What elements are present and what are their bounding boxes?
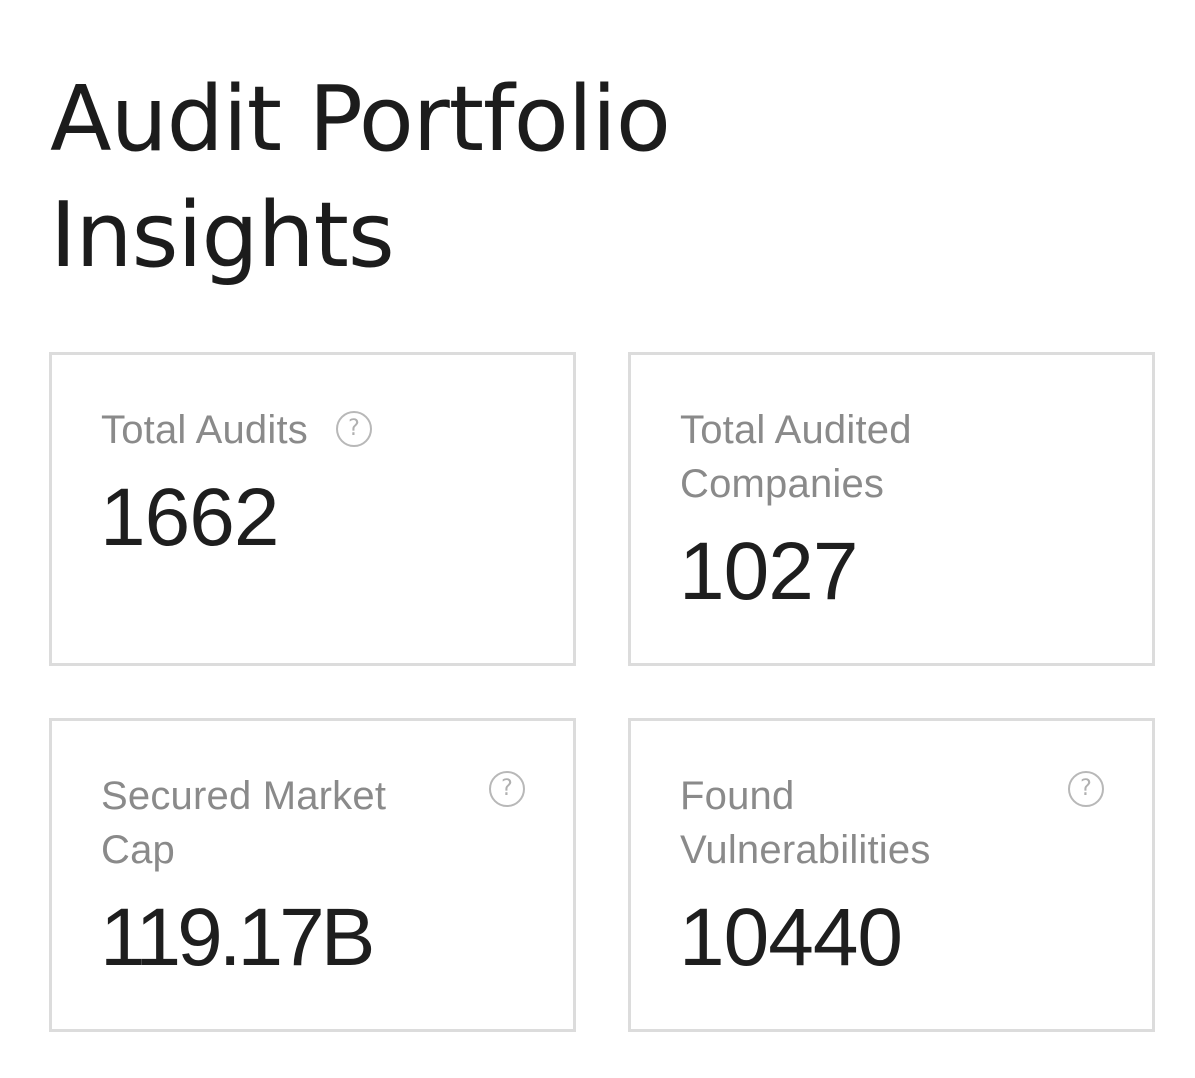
page-title-line-2: Insights — [50, 183, 395, 288]
stat-value-found-vulnerabilities: 10440 — [679, 892, 903, 983]
stat-label-total-audits: Total Audits — [101, 408, 308, 452]
stat-value-total-audited-companies: 1027 — [679, 526, 858, 617]
stat-card-found-vulnerabilities: Found Vulnerabilities ? 10440 — [628, 718, 1155, 1032]
stat-value-total-audits: 1662 — [100, 472, 279, 563]
stat-card-header: Secured Market Cap — [101, 769, 441, 877]
stat-card-header: Total Audits ? — [101, 403, 372, 457]
question-circle-icon[interactable]: ? — [489, 771, 525, 807]
stat-card-total-audits: Total Audits ? 1662 — [49, 352, 576, 666]
stat-label-found-vulnerabilities: Found Vulnerabilities — [680, 774, 931, 872]
page-title: Audit Portfolio Insights — [50, 62, 950, 294]
page-title-line-1: Audit Portfolio — [50, 67, 671, 172]
stat-label-secured-market-cap: Secured Market Cap — [101, 774, 387, 872]
question-circle-icon[interactable]: ? — [335, 411, 372, 447]
stat-value-secured-market-cap: 119.17B — [100, 892, 375, 983]
stat-card-secured-market-cap: Secured Market Cap ? 119.17B — [49, 718, 576, 1032]
stat-card-header: Found Vulnerabilities — [680, 769, 1020, 877]
question-circle-icon[interactable]: ? — [1068, 771, 1104, 807]
stat-card-total-audited-companies: Total Audited Companies 1027 — [628, 352, 1155, 666]
stat-card-header: Total Audited Companies — [680, 403, 980, 511]
stat-label-total-audited-companies: Total Audited Companies — [680, 408, 912, 506]
